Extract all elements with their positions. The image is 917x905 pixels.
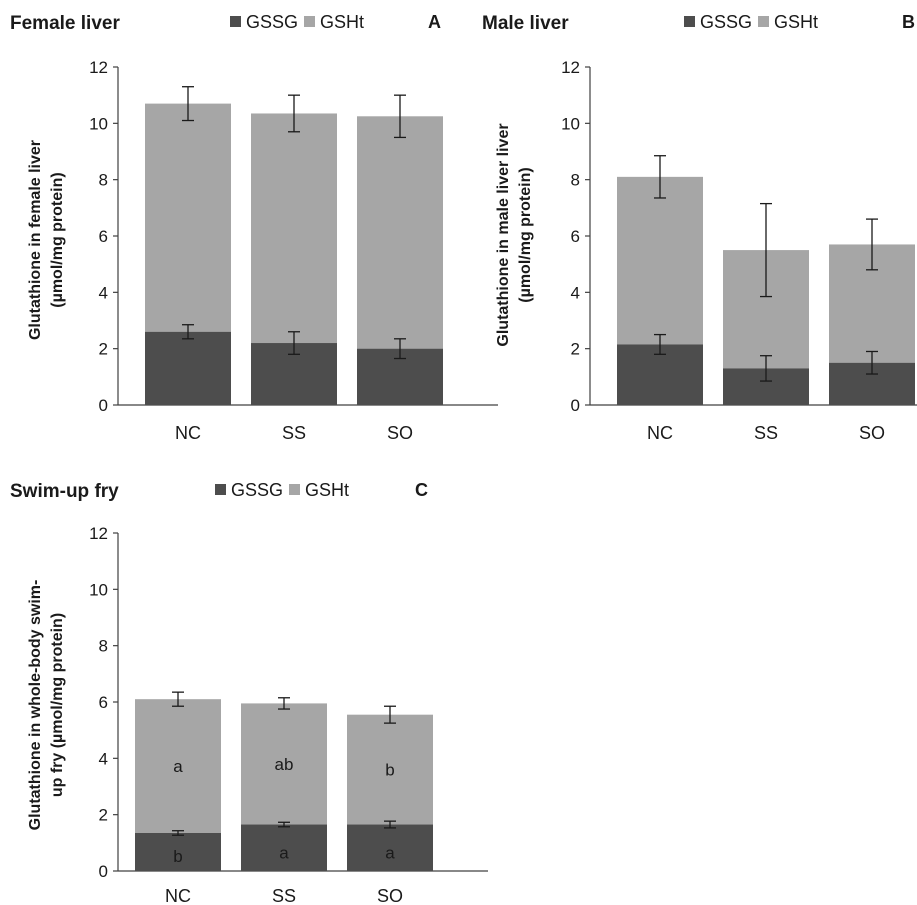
- significance-label-gssg: a: [385, 843, 395, 862]
- bar-gsht-so: [347, 714, 433, 825]
- y-tick-label: 12: [89, 524, 108, 543]
- x-category-label: SS: [754, 423, 778, 443]
- significance-label-gsht: b: [385, 761, 394, 780]
- bar-gsht-nc: [135, 699, 221, 833]
- legend-item-gsht: GSHt: [304, 12, 364, 32]
- legend-item-gsht: GSHt: [289, 480, 349, 500]
- legend-swatch-gsht: [758, 16, 769, 27]
- x-category-label: SS: [272, 886, 296, 905]
- x-category-label: SO: [377, 886, 403, 905]
- chart-title: Male liver: [482, 13, 569, 34]
- bar-gssg-nc: [145, 331, 231, 405]
- bar-gssg-so: [347, 824, 433, 871]
- legend-item-gsht: GSHt: [758, 12, 818, 32]
- x-category-label: SS: [282, 423, 306, 443]
- bar-gsht-nc: [617, 176, 703, 345]
- y-tick-label: 10: [89, 114, 108, 133]
- legend-item-gssg: GSSG: [684, 12, 752, 32]
- y-tick-label: 4: [99, 749, 108, 768]
- legend-label-gsht: GSHt: [305, 480, 349, 500]
- y-tick-label: 8: [99, 171, 108, 190]
- bar-group-nc: [145, 86, 231, 405]
- panel-letter: A: [428, 12, 441, 32]
- significance-label-gsht: a: [173, 757, 183, 776]
- bar-group-so: ab: [347, 705, 433, 871]
- bar-group-ss: [251, 94, 337, 405]
- bar-gsht-ss: [241, 703, 327, 825]
- y-tick-label: 12: [89, 58, 108, 77]
- chart-panel-B: Male liver B GSSG GSHt 0 2 4 6 8 10 12 Glutathione …: [482, 12, 917, 443]
- panel-letter: C: [415, 480, 428, 500]
- x-category-label: SO: [859, 423, 885, 443]
- y-tick-label: 12: [561, 58, 580, 77]
- y-tick-label: 2: [571, 340, 580, 359]
- panel-letter: B: [902, 12, 915, 32]
- y-axis-label-line: Glutathione in male liver liver: [495, 123, 512, 346]
- x-category-label: NC: [175, 423, 201, 443]
- significance-label-gsht: ab: [275, 755, 294, 774]
- legend-item-gssg: GSSG: [230, 12, 298, 32]
- chart-title: Female liver: [10, 13, 120, 34]
- chart-panel-C: Swim-up fry C GSSG GSHt 0 2 4 6 8 10 12 Glutathione…: [10, 480, 488, 905]
- y-axis-label-line: (µmol/mg protein): [49, 172, 66, 307]
- y-tick-label: 4: [571, 283, 580, 302]
- y-tick-label: 2: [99, 340, 108, 359]
- bar-group-so: [829, 218, 915, 405]
- y-tick-label: 6: [571, 227, 580, 246]
- bar-gsht-so: [357, 116, 443, 349]
- bar-gsht-ss: [251, 113, 337, 344]
- legend-label-gsht: GSHt: [320, 12, 364, 32]
- bar-group-so: [357, 94, 443, 405]
- y-axis-label-line: Glutathione in female liver: [27, 140, 44, 340]
- bar-group-ss: [723, 202, 809, 405]
- legend-swatch-gssg: [215, 484, 226, 495]
- legend-swatch-gssg: [230, 16, 241, 27]
- bar-gssg-ss: [241, 824, 327, 871]
- legend-swatch-gsht: [304, 16, 315, 27]
- y-axis-label: Glutathione in female liver (µmol/mg prot…: [27, 140, 66, 340]
- legend-swatch-gsht: [289, 484, 300, 495]
- legend-label-gssg: GSSG: [700, 12, 752, 32]
- significance-label-gssg: a: [279, 843, 289, 862]
- legend-item-gssg: GSSG: [215, 480, 283, 500]
- y-axis-label-line: (µmol/mg protein): [517, 167, 534, 302]
- y-axis-label-line: up fry (µmol/mg protein): [49, 613, 66, 797]
- y-tick-label: 10: [89, 580, 108, 599]
- x-category-label: NC: [165, 886, 191, 905]
- bar-gsht-nc: [145, 103, 231, 332]
- chart-title: Swim-up fry: [10, 481, 119, 502]
- y-axis-label: Glutathione in whole-body swim-up fry (µ…: [27, 580, 66, 831]
- y-axis-label: Glutathione in male liver liver (µmol/mg …: [495, 123, 534, 346]
- y-tick-label: 4: [99, 283, 108, 302]
- x-category-label: NC: [647, 423, 673, 443]
- bar-group-nc: [617, 155, 703, 405]
- legend-label-gssg: GSSG: [246, 12, 298, 32]
- y-tick-label: 6: [99, 693, 108, 712]
- y-tick-label: 0: [571, 396, 580, 415]
- bar-gssg-nc: [135, 832, 221, 871]
- significance-label-gssg: b: [173, 847, 182, 866]
- y-axis-label-line: Glutathione in whole-body swim-: [27, 580, 44, 831]
- y-tick-label: 0: [99, 396, 108, 415]
- y-tick-label: 0: [99, 862, 108, 881]
- y-tick-label: 6: [99, 227, 108, 246]
- legend-label-gssg: GSSG: [231, 480, 283, 500]
- bar-group-nc: ba: [135, 691, 221, 871]
- legend-label-gsht: GSHt: [774, 12, 818, 32]
- bar-group-ss: a ab: [241, 697, 327, 871]
- y-tick-label: 10: [561, 114, 580, 133]
- y-tick-label: 8: [99, 637, 108, 656]
- x-category-label: SO: [387, 423, 413, 443]
- legend-swatch-gssg: [684, 16, 695, 27]
- y-tick-label: 2: [99, 806, 108, 825]
- chart-panel-A: Female liver A GSSG GSHt 0 2 4 6 8 10 12 Glutathion…: [10, 12, 498, 443]
- y-tick-label: 8: [571, 171, 580, 190]
